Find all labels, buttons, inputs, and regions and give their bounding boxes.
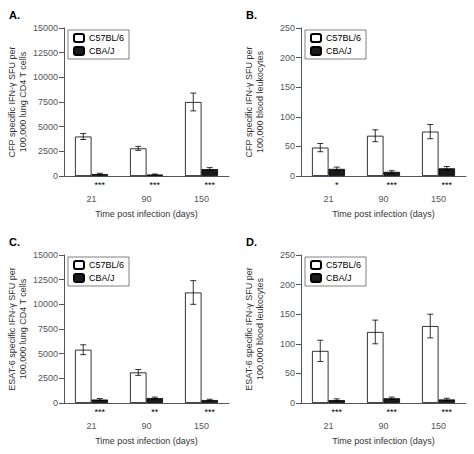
svg-text:***: *** — [386, 180, 397, 190]
svg-text:A.: A. — [9, 9, 20, 21]
svg-text:7500: 7500 — [38, 97, 58, 107]
svg-text:150: 150 — [280, 309, 295, 319]
svg-text:150: 150 — [194, 421, 209, 431]
svg-text:***: *** — [441, 180, 452, 190]
svg-text:***: *** — [386, 407, 397, 417]
svg-text:200: 200 — [280, 53, 295, 63]
svg-text:***: *** — [204, 407, 215, 417]
svg-text:200: 200 — [280, 280, 295, 290]
svg-text:CBA/J: CBA/J — [326, 46, 352, 56]
svg-text:100,000 lung CD4 T cells: 100,000 lung CD4 T cells — [18, 278, 28, 379]
svg-text:0: 0 — [53, 171, 58, 181]
svg-text:***: *** — [94, 180, 105, 190]
svg-text:90: 90 — [378, 421, 388, 431]
svg-text:0: 0 — [53, 398, 58, 408]
svg-text:5000: 5000 — [38, 349, 58, 359]
svg-text:10000: 10000 — [33, 299, 58, 309]
svg-text:CBA/J: CBA/J — [326, 273, 352, 283]
svg-text:***: *** — [441, 407, 452, 417]
svg-text:***: *** — [94, 407, 105, 417]
svg-text:21: 21 — [86, 421, 96, 431]
svg-text:100: 100 — [280, 339, 295, 349]
svg-text:Time post infection (days): Time post infection (days) — [95, 436, 198, 446]
svg-text:C57BL/6: C57BL/6 — [89, 260, 124, 270]
svg-text:21: 21 — [323, 194, 333, 204]
svg-text:21: 21 — [323, 421, 333, 431]
svg-text:2500: 2500 — [38, 373, 58, 383]
svg-text:90: 90 — [378, 194, 388, 204]
svg-text:2500: 2500 — [38, 146, 58, 156]
svg-text:100,000 blood leukocytes: 100,000 blood leukocytes — [255, 277, 265, 380]
svg-text:ESAT-6 specific IFN-γ SFU per: ESAT-6 specific IFN-γ SFU per — [7, 267, 17, 390]
svg-text:12500: 12500 — [33, 275, 58, 285]
svg-text:Time post infection (days): Time post infection (days) — [95, 209, 198, 219]
svg-text:90: 90 — [141, 421, 151, 431]
svg-text:21: 21 — [86, 194, 96, 204]
svg-text:12500: 12500 — [33, 48, 58, 58]
svg-text:150: 150 — [431, 194, 446, 204]
svg-text:B.: B. — [246, 9, 257, 21]
svg-text:15000: 15000 — [33, 250, 58, 260]
svg-text:15000: 15000 — [33, 23, 58, 33]
svg-text:50: 50 — [285, 368, 295, 378]
svg-text:**: ** — [151, 407, 159, 417]
svg-text:C57BL/6: C57BL/6 — [89, 33, 124, 43]
svg-text:***: *** — [149, 180, 160, 190]
svg-text:50: 50 — [285, 141, 295, 151]
svg-text:90: 90 — [141, 194, 151, 204]
svg-text:150: 150 — [194, 194, 209, 204]
svg-text:CFP specific IFN-γ SFU per: CFP specific IFN-γ SFU per — [7, 47, 17, 158]
svg-text:Time post infection (days): Time post infection (days) — [332, 209, 435, 219]
svg-text:D.: D. — [246, 236, 257, 248]
svg-text:CBA/J: CBA/J — [89, 46, 115, 56]
svg-text:***: *** — [331, 407, 342, 417]
svg-text:CBA/J: CBA/J — [89, 273, 115, 283]
svg-text:100: 100 — [280, 112, 295, 122]
svg-text:250: 250 — [280, 23, 295, 33]
svg-text:250: 250 — [280, 250, 295, 260]
svg-text:0: 0 — [290, 398, 295, 408]
svg-text:Time post infection (days): Time post infection (days) — [332, 436, 435, 446]
svg-text:C57BL/6: C57BL/6 — [326, 260, 361, 270]
svg-text:100,000 blood leukocytes: 100,000 blood leukocytes — [255, 50, 265, 153]
svg-text:CFP specific IFN-γ SFU per: CFP specific IFN-γ SFU per — [244, 47, 254, 158]
svg-text:C57BL/6: C57BL/6 — [326, 33, 361, 43]
svg-text:***: *** — [204, 180, 215, 190]
svg-text:150: 150 — [280, 82, 295, 92]
svg-text:ESAT-6 specific IFN-γ SFU per: ESAT-6 specific IFN-γ SFU per — [244, 267, 254, 390]
svg-text:C.: C. — [9, 236, 20, 248]
svg-text:5000: 5000 — [38, 122, 58, 132]
svg-text:0: 0 — [290, 171, 295, 181]
svg-text:100,000 lung CD4 T cells: 100,000 lung CD4 T cells — [18, 51, 28, 152]
svg-text:*: * — [335, 180, 339, 190]
svg-text:150: 150 — [431, 421, 446, 431]
svg-text:7500: 7500 — [38, 324, 58, 334]
svg-text:10000: 10000 — [33, 72, 58, 82]
